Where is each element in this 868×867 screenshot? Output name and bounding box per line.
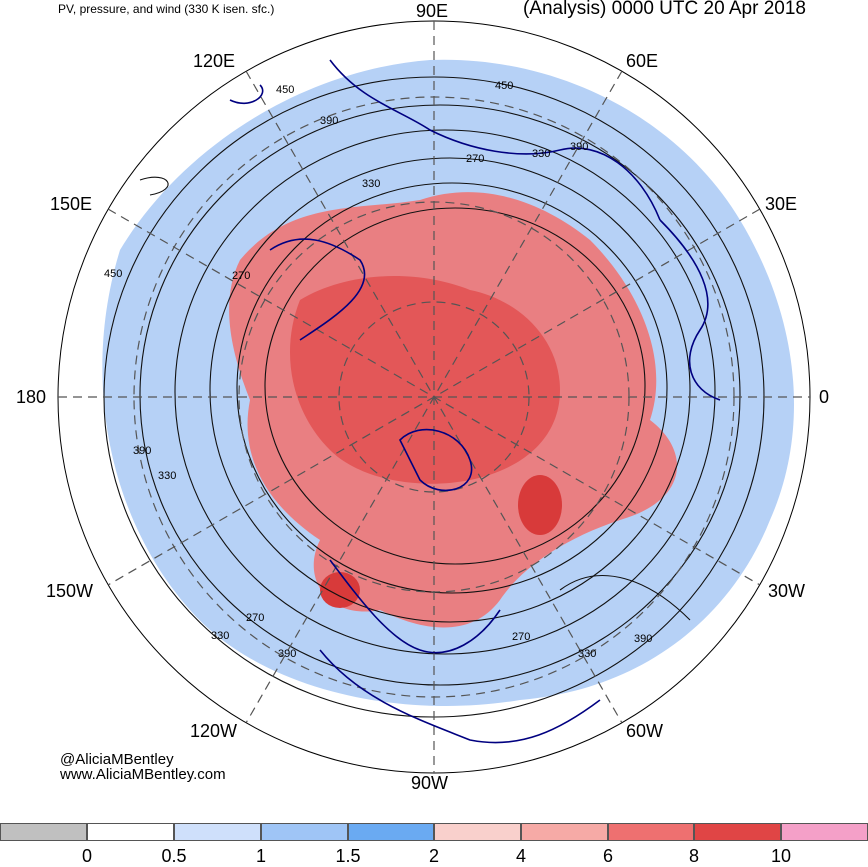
map-title: (Analysis) 0000 UTC 20 Apr 2018: [522, 0, 806, 19]
pv-maximum-atlantic: [518, 475, 562, 535]
lon-label-120e: 120E: [193, 51, 236, 71]
colorbar-swatch: [781, 823, 868, 841]
contour-label: 330: [362, 178, 381, 190]
lon-label-150e: 150E: [50, 194, 93, 214]
lon-label-0: 0: [819, 387, 830, 407]
colorbar-tick: 0: [81, 846, 93, 866]
colorbar-tick: 6: [602, 846, 614, 866]
colorbar-swatch: [0, 823, 87, 841]
colorbar-tick: 10: [770, 846, 792, 866]
polar-stereographic-map: [57, 20, 811, 774]
contour-label: 330: [532, 148, 551, 160]
colorbar-swatch: [521, 823, 608, 841]
colorbar-tick: 4: [515, 846, 527, 866]
colorbar-swatch: [261, 823, 348, 841]
lon-label-60w: 60W: [626, 721, 664, 741]
lon-label-60e: 60E: [626, 51, 659, 71]
contour-label: 390: [320, 115, 339, 127]
contour-label: 330: [158, 470, 177, 482]
pv-red-core: [290, 276, 560, 484]
colorbar-swatch: [348, 823, 434, 841]
map-subtitle: PV, pressure, and wind (330 K isen. sfc.…: [58, 2, 275, 16]
contour-label: 390: [634, 633, 653, 645]
contour-label: 330: [211, 630, 230, 642]
lon-label-150w: 150W: [46, 581, 94, 601]
colorbar-tick: 0.5: [161, 846, 187, 866]
colorbar-swatch: [434, 823, 521, 841]
credit-handle: @AliciaMBentley: [60, 751, 174, 768]
contour-label: 390: [278, 648, 297, 660]
contour-label: 450: [495, 80, 514, 92]
lon-label-120w: 120W: [190, 721, 238, 741]
credit-website: www.AliciaMBentley.com: [60, 766, 226, 783]
contour-label: 270: [466, 153, 485, 165]
colorbar-swatch: [87, 823, 174, 841]
lon-label-180: 180: [16, 387, 47, 407]
contour-label: 270: [232, 270, 251, 282]
colorbar-swatch: [174, 823, 261, 841]
lon-label-90e: 90E: [416, 1, 449, 21]
contour-label: 390: [570, 141, 589, 153]
graticule: [58, 21, 810, 773]
contour-label: 450: [276, 84, 295, 96]
colorbar-tick: 1.5: [335, 846, 361, 866]
map-fields: [58, 21, 810, 773]
contour-label: 270: [512, 631, 531, 643]
contour-label: 270: [246, 612, 265, 624]
pv-maximum-pacific: [320, 572, 360, 608]
lon-label-90w: 90W: [411, 773, 449, 793]
colorbar-tick: 2: [428, 846, 440, 866]
coastlines: [229, 59, 721, 744]
colorbar-swatch: [608, 823, 694, 841]
contour-label: 330: [578, 648, 597, 660]
lon-label-30e: 30E: [765, 194, 798, 214]
contour-label: 390: [133, 445, 152, 457]
lon-label-30w: 30W: [768, 581, 806, 601]
contour-label: 450: [104, 268, 123, 280]
colorbar-tick: 8: [688, 846, 700, 866]
colorbar-tick: 1: [255, 846, 267, 866]
colorbar-swatch: [694, 823, 781, 841]
